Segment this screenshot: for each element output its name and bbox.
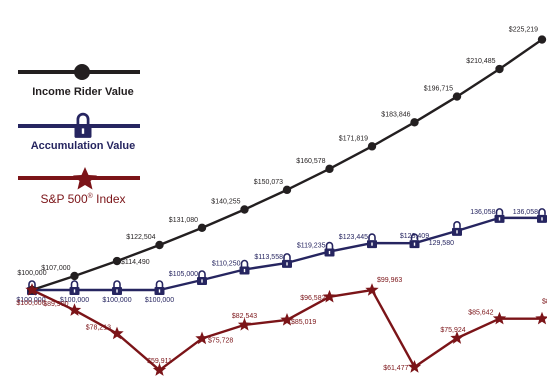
- point-accumulation-4: [197, 270, 207, 285]
- series-income-rider: $100,000$107,000 $114,490 $122,504 $131,080…: [17, 27, 547, 295]
- legend-sp500-label-registered: ®: [88, 192, 94, 200]
- point-income-rider-4: [197, 223, 207, 233]
- legend-accumulation-lock-icon: [74, 112, 92, 138]
- point-sp500-7: [322, 289, 337, 303]
- data-label-income-rider-7: $160,578: [296, 158, 325, 165]
- point-sp500-0: [25, 283, 39, 296]
- point-sp500-9: [407, 360, 422, 373]
- point-accumulation-5: [239, 259, 250, 275]
- data-label-sp500-6: $85,019: [291, 319, 316, 326]
- data-label-income-rider-12: $225,219: [509, 27, 538, 34]
- data-label-sp500-2: $78,213: [86, 325, 111, 332]
- data-label-accumulation-11: 136,058: [470, 209, 495, 216]
- point-income-rider-8: [367, 142, 377, 151]
- point-accumulation-2: [112, 280, 122, 295]
- data-label-accumulation-4: $105,000: [169, 271, 198, 278]
- data-label-income-rider-2: $114,490: [121, 259, 150, 266]
- data-label-sp500-8: $99,963: [377, 277, 402, 284]
- point-accumulation-7: [324, 241, 335, 257]
- data-label-sp500-11: $85,642: [468, 310, 493, 317]
- data-label-accumulation-12: 136,058: [513, 209, 538, 216]
- data-label-income-rider-11: $210,485: [466, 58, 495, 65]
- point-sp500-5: [237, 317, 252, 331]
- data-label-sp500-1: $89,900: [43, 301, 68, 308]
- legend-item-accumulation: Accumulation Value: [18, 112, 140, 152]
- point-accumulation-12: [537, 208, 547, 223]
- series-line-income-rider: [31, 38, 543, 292]
- data-label-accumulation-6: $113,558: [254, 254, 283, 261]
- data-label-income-rider-6: $150,073: [254, 179, 283, 186]
- point-sp500-2: [110, 326, 124, 340]
- data-label-accumulation-3: $100,000: [145, 297, 174, 304]
- data-label-sp500-0: $100,000: [16, 300, 45, 307]
- data-label-accumulation-9: $123,409: [400, 233, 429, 240]
- data-label-income-rider-8: $171,819: [339, 135, 368, 142]
- data-label-accumulation-0: $100,000: [16, 297, 45, 304]
- point-income-rider-11: [495, 64, 504, 74]
- legend-income-rider-label: Income Rider Value: [32, 86, 133, 98]
- data-label-sp500-10: $75,924: [440, 327, 465, 334]
- legend: Income Rider Value Accumulation Value S&…: [18, 64, 140, 206]
- data-label-accumulation-1: $100,000: [60, 297, 89, 304]
- data-label-sp500-9: $61,477: [383, 365, 408, 372]
- data-label-accumulation-5: $110,250: [212, 261, 241, 268]
- point-sp500-12: [535, 311, 547, 325]
- point-sp500-8: [365, 283, 379, 296]
- data-label-income-rider-0: $100,000: [17, 270, 46, 277]
- data-label-sp500-12: $85,642: [542, 299, 547, 306]
- point-income-rider-6: [282, 185, 292, 195]
- point-sp500-4: [195, 331, 209, 345]
- point-accumulation-11: [494, 208, 505, 223]
- point-income-rider-2: [112, 256, 122, 266]
- data-label-sp500-5: $82,543: [232, 313, 257, 320]
- point-sp500-10: [450, 331, 464, 344]
- point-sp500-1: [67, 303, 82, 316]
- point-income-rider-7: [325, 164, 334, 174]
- legend-sp500-label-suffix: Index: [93, 192, 126, 206]
- series-accumulation: $100,000 $100,000 $100,000 $100,000 $105,000…: [16, 208, 547, 304]
- point-income-rider-12: [537, 35, 547, 44]
- legend-sp500-star-icon: [73, 167, 97, 190]
- legend-sp500-label-main: S&P 500: [40, 192, 87, 206]
- series-sp500: $100,000$89,900$78,213$59,911$75,728$82,…: [16, 277, 547, 376]
- point-accumulation-9: [409, 233, 420, 249]
- data-label-income-rider-5: $140,255: [211, 198, 240, 205]
- point-income-rider-10: [452, 92, 462, 101]
- point-accumulation-1: [69, 280, 80, 295]
- point-accumulation-6: [282, 253, 292, 268]
- data-label-income-rider-4: $131,080: [169, 217, 198, 224]
- point-income-rider-3: [155, 240, 164, 250]
- data-label-accumulation-10: 129,580: [429, 240, 454, 247]
- point-income-rider-9: [410, 118, 419, 127]
- data-label-accumulation-2: $100,000: [102, 297, 131, 304]
- data-label-sp500-7: $96,582: [300, 295, 325, 302]
- point-sp500-6: [280, 312, 294, 326]
- point-income-rider-1: [70, 271, 79, 281]
- data-label-income-rider-9: $183,846: [381, 111, 410, 118]
- legend-sp500-label: S&P 500® Index: [40, 192, 125, 206]
- data-label-income-rider-1: $107,000: [41, 265, 70, 272]
- point-sp500-11: [492, 311, 507, 325]
- point-accumulation-8: [367, 233, 377, 249]
- point-accumulation-10: [452, 221, 462, 236]
- data-label-accumulation-8: $123,445: [339, 234, 368, 241]
- data-label-income-rider-3: $122,504: [126, 234, 155, 241]
- legend-income-rider-circle-icon: [74, 64, 90, 80]
- legend-item-sp500: S&P 500® Index: [18, 167, 140, 206]
- legend-accumulation-label: Accumulation Value: [31, 140, 136, 152]
- data-label-accumulation-7: $119,235: [297, 243, 326, 250]
- point-accumulation-3: [154, 280, 165, 295]
- point-sp500-3: [152, 363, 167, 376]
- data-label-income-rider-10: $196,715: [424, 86, 453, 93]
- plot-area: $100,000 $100,000 $100,000 $100,000 $105,000…: [16, 27, 547, 376]
- legend-item-income-rider: Income Rider Value: [18, 64, 140, 98]
- data-label-sp500-3: $59,911: [147, 358, 172, 365]
- data-label-sp500-4: $75,728: [208, 338, 233, 345]
- point-income-rider-5: [240, 205, 249, 214]
